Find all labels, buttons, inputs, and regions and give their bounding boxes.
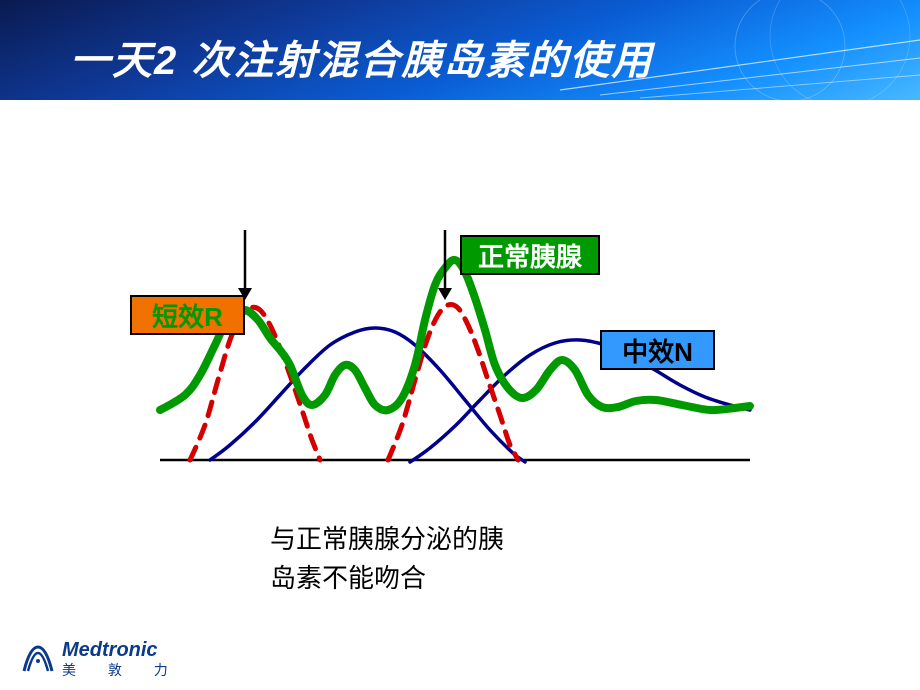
brand-logo: Medtronic 美 敦 力 <box>20 640 182 678</box>
caption-text: 与正常胰腺分泌的胰 岛素不能吻合 <box>270 520 670 598</box>
label-normal-pancreas: 正常胰腺 <box>460 235 600 275</box>
brand-name-cn: 美 敦 力 <box>62 663 182 678</box>
caption-line-2: 岛素不能吻合 <box>270 563 426 593</box>
caption-line-1: 与正常胰腺分泌的胰 <box>270 524 504 554</box>
medtronic-logo-icon <box>20 641 56 677</box>
brand-name-en: Medtronic <box>62 640 182 661</box>
page-title: 一天2 次注射混合胰岛素的使用 <box>70 28 653 86</box>
label-short-r: 短效R <box>130 295 245 335</box>
label-mid-n: 中效N <box>600 330 715 370</box>
insulin-diagram: 正常胰腺 短效R 中效N <box>130 200 770 480</box>
